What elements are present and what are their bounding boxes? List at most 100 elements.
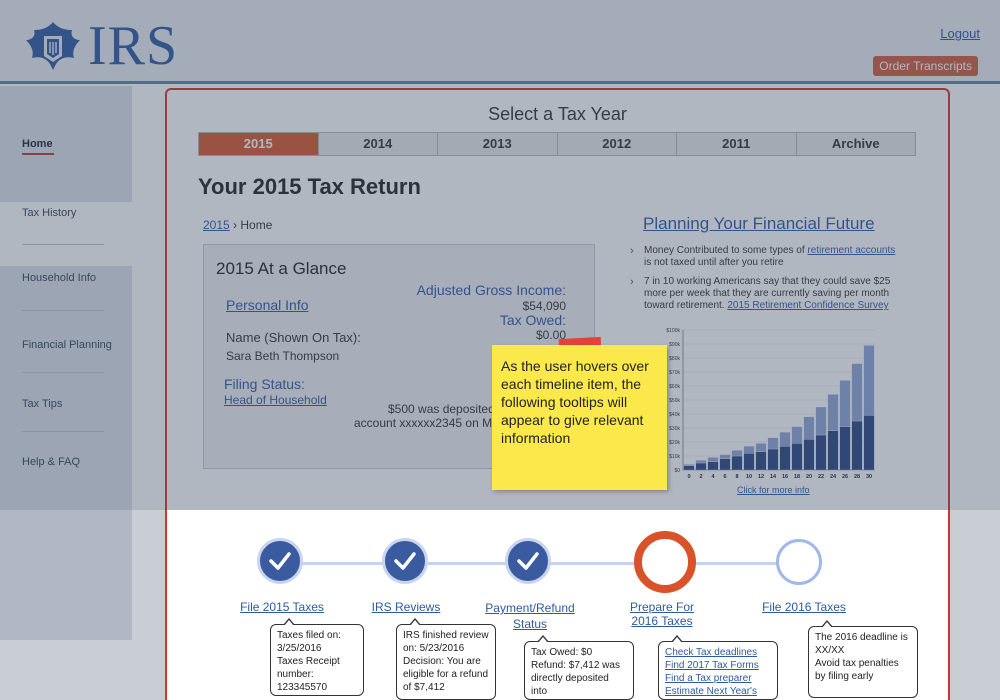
chart-bar	[719, 458, 731, 471]
eagle-icon	[26, 22, 80, 70]
chart-bar	[803, 439, 815, 471]
chart-bar	[767, 448, 779, 471]
name-label: Name (Shown On Tax):	[226, 330, 361, 345]
chart-bar	[815, 434, 827, 471]
check-tax-deadlines-link[interactable]: Check Tax deadlines	[665, 647, 758, 658]
irs-logo[interactable]: IRS	[22, 18, 178, 74]
chart-bar	[767, 437, 779, 450]
sidebar-item-tax-history[interactable]: Tax History	[22, 207, 77, 219]
chart-y-tick-label: $90k	[669, 342, 680, 348]
timeline-node-irs-reviews[interactable]	[382, 538, 428, 584]
timeline-node-file-2016[interactable]	[776, 539, 822, 585]
chart-bar	[863, 345, 875, 416]
chart-bar	[779, 446, 791, 471]
sidebar-divider	[22, 310, 104, 311]
sidebar-item-home[interactable]: Home	[22, 138, 54, 155]
chart-x-tick-label: 24	[830, 474, 837, 480]
chart-bar	[731, 455, 743, 471]
deposit-line-1: $500 was deposited	[388, 402, 495, 416]
retirement-accounts-link[interactable]: retirement accounts	[807, 245, 896, 256]
chart-y-tick-label: $30k	[669, 426, 680, 432]
find-tax-preparer-link[interactable]: Find a Tax preparer	[665, 673, 752, 684]
bullet-2-text: 7 in 10 working Americans say that they …	[644, 276, 891, 311]
tooltip-line: Refund: $7,412 was directly deposited in…	[531, 660, 620, 697]
timeline-label-irs-reviews[interactable]: IRS Reviews	[371, 600, 441, 614]
chart-x-tick-label: 16	[782, 474, 788, 480]
agi-label: Adjusted Gross Income:	[416, 282, 566, 298]
timeline-node-payment-refund[interactable]	[505, 538, 551, 584]
timeline-label-file-2015[interactable]: File 2015 Taxes	[240, 600, 324, 614]
tab-2015[interactable]: 2015	[199, 133, 319, 155]
tab-2012[interactable]: 2012	[557, 133, 677, 155]
planning-title-link[interactable]: Planning Your Financial Future	[643, 214, 875, 233]
chart-bar	[731, 450, 743, 457]
tax-owed-value: $0.00	[535, 328, 566, 342]
chart-x-tick-label: 10	[746, 474, 752, 480]
sidebar-item-financial-planning[interactable]: Financial Planning	[22, 339, 112, 351]
logo-text: IRS	[88, 15, 179, 77]
sidebar-item-help-faq[interactable]: Help & FAQ	[22, 456, 81, 468]
estimate-next-year-link[interactable]: Estimate Next Year's	[665, 686, 757, 697]
breadcrumb-separator: ›	[233, 218, 238, 232]
select-year-title: Select a Tax Year	[488, 104, 627, 124]
chart-x-tick-label: 0	[687, 474, 690, 480]
sidebar-item-tax-tips[interactable]: Tax Tips	[22, 398, 63, 410]
tooltip-file-2015: Taxes filed on: 3/25/2016 Taxes Receipt …	[270, 618, 364, 696]
timeline-node-file-2015[interactable]	[257, 538, 303, 584]
tooltip-line: IRS finished review on: 5/23/2016	[403, 630, 489, 654]
planning-bullet-2: › 7 in 10 working Americans say that the…	[630, 276, 910, 312]
chart-more-info-link[interactable]: Click for more info	[737, 485, 810, 495]
sidebar: Home Tax History Household Info Financia…	[0, 86, 132, 640]
checkmark-icon	[517, 552, 539, 570]
breadcrumb: 2015 › Home	[203, 218, 272, 232]
chart-bar	[791, 426, 803, 444]
timeline-label-payment-refund[interactable]: Payment/Refund Status	[485, 601, 575, 631]
timeline-label-prepare-2016[interactable]: Prepare For 2016 Taxes	[629, 600, 695, 628]
chart-bar	[851, 420, 863, 471]
retirement-savings-chart: $100k $90k $80k $70k $60k $50k $40k $30k $20k $10…	[653, 322, 883, 492]
timeline-node-prepare-2016[interactable]	[634, 531, 696, 593]
chart-bar	[755, 451, 767, 471]
tooltip-line: Taxes filed on: 3/25/2016	[277, 630, 341, 654]
chart-x-tick-label: 2	[699, 474, 702, 480]
dim-overlay-lower-left	[0, 510, 165, 700]
tax-owed-label: Tax Owed:	[499, 312, 566, 328]
bullet-1-text-2: is not taxed until after you retire	[644, 257, 784, 268]
chart-x-tick-label: 6	[723, 474, 726, 480]
filing-status-link[interactable]: Head of Household	[224, 393, 327, 407]
agi-value: $54,090	[522, 299, 566, 313]
retirement-survey-link[interactable]: 2015 Retirement Confidence Survey	[727, 300, 889, 311]
filing-status-label: Filing Status:	[224, 376, 305, 392]
chart-bar	[695, 460, 707, 464]
sidebar-item-household-info[interactable]: Household Info	[22, 272, 96, 284]
tooltip-line: The 2016 deadline is XX/XX	[815, 632, 908, 656]
tooltip-line: Tax Owed: $0	[531, 647, 593, 658]
chart-y-tick-label: $20k	[669, 440, 680, 446]
tab-2011[interactable]: 2011	[677, 133, 797, 155]
chart-bar	[863, 415, 875, 471]
chevron-right-icon: ›	[630, 276, 634, 288]
site-header: IRS Logout Order Transcripts	[0, 0, 1000, 84]
chart-bar	[719, 454, 731, 459]
chart-x-tick-label: 18	[794, 474, 800, 480]
chart-bar	[839, 380, 851, 427]
find-tax-forms-link[interactable]: Find 2017 Tax Forms	[665, 660, 759, 671]
dim-overlay-lower-right	[950, 510, 1000, 700]
tab-archive[interactable]: Archive	[796, 133, 915, 155]
order-transcripts-button[interactable]: Order Transcripts	[873, 56, 978, 76]
breadcrumb-current: Home	[240, 218, 273, 232]
breadcrumb-year-link[interactable]: 2015	[203, 218, 230, 232]
chart-y-tick-label: $70k	[669, 370, 680, 376]
tooltip-line: Avoid tax penalties by filing early	[815, 658, 899, 682]
logout-link[interactable]: Logout	[940, 26, 980, 41]
name-value: Sara Beth Thompson	[226, 349, 340, 363]
tab-2013[interactable]: 2013	[438, 133, 558, 155]
chart-y-tick-label: $80k	[669, 356, 680, 362]
timeline-label-file-2016[interactable]: File 2016 Taxes	[762, 600, 846, 614]
tab-2014[interactable]: 2014	[318, 133, 438, 155]
personal-info-link[interactable]: Personal Info	[226, 297, 309, 313]
chart-bar	[779, 432, 791, 447]
year-tabs: 2015 2014 2013 2012 2011 Archive	[198, 132, 916, 156]
tooltip-line: Taxes Receipt number: 123345570	[277, 656, 340, 693]
chart-bar	[815, 406, 827, 436]
